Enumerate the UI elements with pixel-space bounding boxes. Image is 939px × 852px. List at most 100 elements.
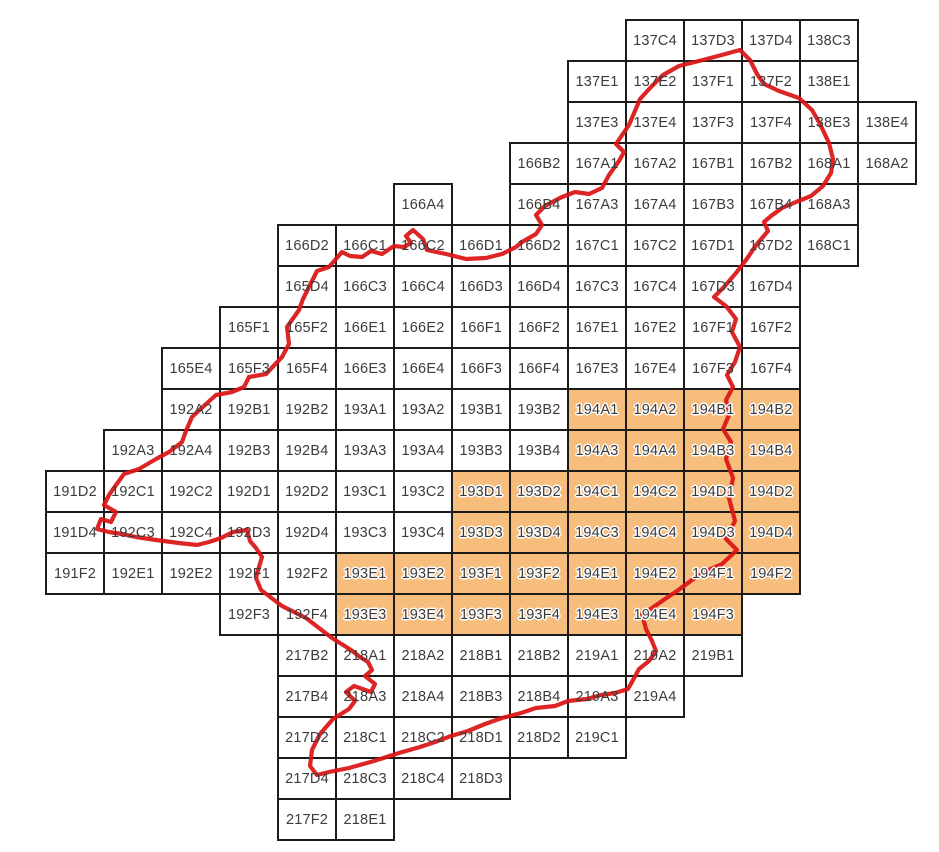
map-sheet-label-193B1: 193B1 xyxy=(459,401,503,418)
map-sheet-label-218E1: 218E1 xyxy=(343,811,387,828)
map-sheet-label-193C1: 193C1 xyxy=(343,483,387,500)
map-sheet-label-167C1: 167C1 xyxy=(575,237,619,254)
map-sheet-label-165D4: 165D4 xyxy=(285,278,329,295)
map-sheet-cell-168A2[interactable] xyxy=(857,142,917,185)
map-sheet-label-193E3: 193E3 xyxy=(343,606,387,623)
map-sheet-label-167B1: 167B1 xyxy=(691,155,735,172)
map-sheet-label-218C2: 218C2 xyxy=(401,729,445,746)
map-sheet-label-137F4: 137F4 xyxy=(749,114,793,131)
map-sheet-label-137E2: 137E2 xyxy=(633,73,677,90)
map-sheet-label-138E3: 138E3 xyxy=(807,114,851,131)
map-sheet-label-218B1: 218B1 xyxy=(459,647,503,664)
map-sheet-label-192B1: 192B1 xyxy=(227,401,271,418)
map-sheet-label-166E2: 166E2 xyxy=(401,319,445,336)
map-sheet-label-167F1: 167F1 xyxy=(691,319,735,336)
map-sheet-label-192C4: 192C4 xyxy=(169,524,213,541)
map-sheet-label-192C3: 192C3 xyxy=(111,524,155,541)
map-sheet-label-193F2: 193F2 xyxy=(517,565,561,582)
map-sheet-label-191D2: 191D2 xyxy=(53,483,97,500)
map-sheet-label-167C3: 167C3 xyxy=(575,278,619,295)
map-sheet-label-166C3: 166C3 xyxy=(343,278,387,295)
map-sheet-label-193E4: 193E4 xyxy=(401,606,445,623)
map-sheet-label-218A3: 218A3 xyxy=(343,688,387,705)
map-sheet-label-166C4: 166C4 xyxy=(401,278,445,295)
map-sheet-label-194F2: 194F2 xyxy=(749,565,793,582)
map-sheet-label-194F1: 194F1 xyxy=(691,565,735,582)
map-sheet-cell-138E4[interactable] xyxy=(857,101,917,144)
map-sheet-label-194F3: 194F3 xyxy=(691,606,735,623)
map-sheet-label-218C4: 218C4 xyxy=(401,770,445,787)
map-sheet-label-191D4: 191D4 xyxy=(53,524,97,541)
map-sheet-label-193A4: 193A4 xyxy=(401,442,445,459)
map-sheet-label-167D4: 167D4 xyxy=(749,278,793,295)
map-sheet-label-217B4: 217B4 xyxy=(285,688,329,705)
map-sheet-label-138E4: 138E4 xyxy=(865,114,909,131)
map-sheet-label-194A1: 194A1 xyxy=(575,401,619,418)
map-sheet-label-137F1: 137F1 xyxy=(691,73,735,90)
map-sheet-label-167F3: 167F3 xyxy=(691,360,735,377)
map-sheet-label-194A3: 194A3 xyxy=(575,442,619,459)
map-sheet-label-192D1: 192D1 xyxy=(227,483,271,500)
map-sheet-label-218A2: 218A2 xyxy=(401,647,445,664)
map-sheet-label-194B1: 194B1 xyxy=(691,401,735,418)
map-sheet-label-218C3: 218C3 xyxy=(343,770,387,787)
map-sheet-label-166B2: 166B2 xyxy=(517,155,561,172)
map-sheet-label-165F2: 165F2 xyxy=(285,319,329,336)
map-sheet-label-167D2: 167D2 xyxy=(749,237,793,254)
map-sheet-label-193A1: 193A1 xyxy=(343,401,387,418)
map-sheet-label-194E1: 194E1 xyxy=(575,565,619,582)
map-sheet-label-193F4: 193F4 xyxy=(517,606,561,623)
map-sheet-label-192D3: 192D3 xyxy=(227,524,271,541)
map-sheet-label-192B3: 192B3 xyxy=(227,442,271,459)
map-sheet-label-166D4: 166D4 xyxy=(517,278,561,295)
map-sheet-label-193D3: 193D3 xyxy=(459,524,503,541)
map-sheet-label-167E3: 167E3 xyxy=(575,360,619,377)
map-sheet-label-192C1: 192C1 xyxy=(111,483,155,500)
map-sheet-label-192A2: 192A2 xyxy=(169,401,213,418)
map-sheet-label-192E2: 192E2 xyxy=(169,565,213,582)
map-sheet-label-218B3: 218B3 xyxy=(459,688,503,705)
map-sheet-label-138C3: 138C3 xyxy=(807,32,851,49)
map-sheet-label-217F2: 217F2 xyxy=(285,811,329,828)
map-sheet-label-219A3: 219A3 xyxy=(575,688,619,705)
map-sheet-label-165E4: 165E4 xyxy=(169,360,213,377)
map-sheet-label-194B3: 194B3 xyxy=(691,442,735,459)
map-sheet-label-193E1: 193E1 xyxy=(343,565,387,582)
map-sheet-label-166F3: 166F3 xyxy=(459,360,503,377)
map-sheet-label-193F3: 193F3 xyxy=(459,606,503,623)
map-sheet-cell-217F2[interactable] xyxy=(277,798,337,841)
map-sheet-label-192F4: 192F4 xyxy=(285,606,329,623)
map-sheet-label-166E1: 166E1 xyxy=(343,319,387,336)
map-sheet-label-192A4: 192A4 xyxy=(169,442,213,459)
map-sheet-label-167A2: 167A2 xyxy=(633,155,677,172)
map-sheet-label-167B3: 167B3 xyxy=(691,196,735,213)
map-sheet-cell-218E1[interactable] xyxy=(335,798,395,841)
map-sheet-label-166C1: 166C1 xyxy=(343,237,387,254)
map-sheet-label-192C2: 192C2 xyxy=(169,483,213,500)
map-sheet-label-166C2: 166C2 xyxy=(401,237,445,254)
map-sheet-label-193B3: 193B3 xyxy=(459,442,503,459)
map-sheet-label-192D4: 192D4 xyxy=(285,524,329,541)
map-sheet-label-167C2: 167C2 xyxy=(633,237,677,254)
map-sheet-label-191F2: 191F2 xyxy=(53,565,97,582)
map-sheet-label-194E3: 194E3 xyxy=(575,606,619,623)
map-sheet-label-217D2: 217D2 xyxy=(285,729,329,746)
map-sheet-label-218A4: 218A4 xyxy=(401,688,445,705)
map-sheet-label-167A4: 167A4 xyxy=(633,196,677,213)
map-sheet-label-192E1: 192E1 xyxy=(111,565,155,582)
map-sheet-label-218B4: 218B4 xyxy=(517,688,561,705)
map-sheet-label-219A1: 219A1 xyxy=(575,647,619,664)
map-sheet-label-166D2: 166D2 xyxy=(285,237,329,254)
map-sheet-label-168A1: 168A1 xyxy=(807,155,851,172)
map-sheet-label-192F3: 192F3 xyxy=(227,606,271,623)
map-sheet-label-137E3: 137E3 xyxy=(575,114,619,131)
map-sheet-label-165F4: 165F4 xyxy=(285,360,329,377)
map-sheet-label-192B2: 192B2 xyxy=(285,401,329,418)
map-sheet-label-218A1: 218A1 xyxy=(343,647,387,664)
map-sheet-label-168A3: 168A3 xyxy=(807,196,851,213)
map-sheet-label-137C4: 137C4 xyxy=(633,32,677,49)
map-sheet-label-192D2: 192D2 xyxy=(285,483,329,500)
map-sheet-label-166D2: 166D2 xyxy=(517,237,561,254)
map-sheet-label-219A4: 219A4 xyxy=(633,688,677,705)
map-sheet-label-218C1: 218C1 xyxy=(343,729,387,746)
